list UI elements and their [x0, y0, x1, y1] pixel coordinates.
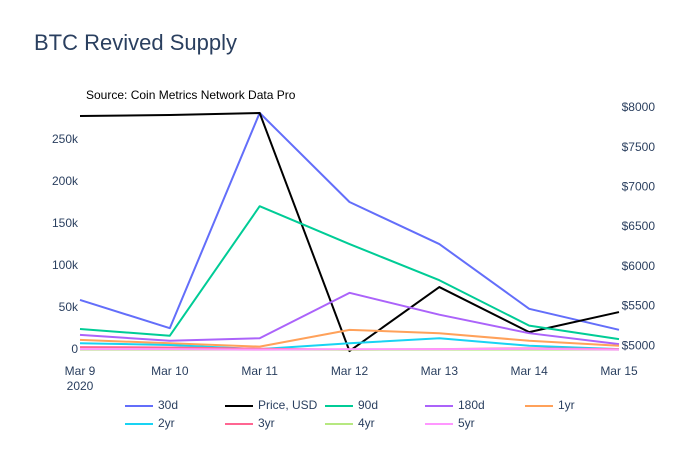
series-line [79, 328, 620, 348]
y2-tick-label: $7000 [622, 180, 656, 194]
chart-title: BTC Revived Supply [34, 30, 237, 55]
x-tick-label: Mar 15 [600, 364, 638, 378]
legend-label: 180d [458, 398, 485, 412]
legend-label: 2yr [158, 416, 175, 430]
y2-tick-label: $7500 [622, 140, 656, 154]
y-tick-label: 200k [52, 174, 79, 188]
legend-label: 5yr [458, 416, 475, 430]
y2-tick-label: $8000 [622, 100, 656, 114]
x-axis-year: 2020 [67, 379, 94, 393]
y-tick-label: 100k [52, 258, 79, 272]
legend-label: Price, USD [258, 398, 318, 412]
x-tick-label: Mar 10 [151, 364, 189, 378]
y-tick-label: 250k [52, 132, 79, 146]
series-line [79, 205, 620, 341]
y2-tick-label: $5000 [622, 338, 656, 352]
y2-tick-label: $6500 [622, 219, 656, 233]
y-tick-label: 50k [59, 300, 79, 314]
y2-tick-label: $5500 [622, 299, 656, 313]
y-tick-label: 0 [71, 342, 78, 356]
series-line [79, 111, 620, 331]
x-tick-label: Mar 9 [65, 364, 96, 378]
x-tick-label: Mar 13 [421, 364, 459, 378]
legend-label: 4yr [358, 416, 375, 430]
legend-label: 30d [158, 398, 178, 412]
series-line [79, 112, 620, 353]
annotation: Source: Coin Metrics Network Data Pro [86, 88, 296, 102]
series-line [79, 337, 620, 351]
y-tick-label: 150k [52, 216, 79, 230]
x-tick-label: Mar 12 [331, 364, 369, 378]
legend-label: 1yr [558, 398, 575, 412]
x-tick-label: Mar 11 [241, 364, 278, 378]
legend-label: 3yr [258, 416, 275, 430]
y2-tick-label: $6000 [622, 259, 656, 273]
series-line [80, 347, 620, 351]
series-line [79, 291, 620, 346]
x-tick-label: Mar 14 [510, 364, 548, 378]
legend-label: 90d [358, 398, 378, 412]
